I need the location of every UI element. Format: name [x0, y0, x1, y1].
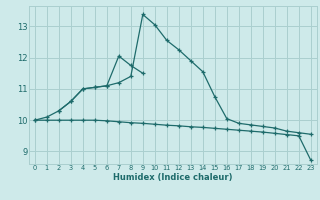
- X-axis label: Humidex (Indice chaleur): Humidex (Indice chaleur): [113, 173, 233, 182]
